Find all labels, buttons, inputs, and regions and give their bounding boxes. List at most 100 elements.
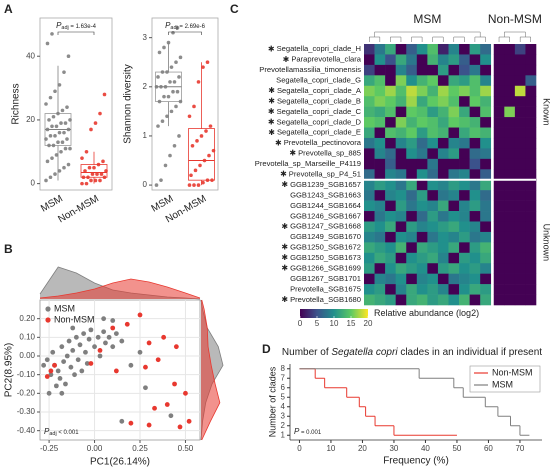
heatmap-cell [493, 179, 505, 191]
data-point [110, 325, 116, 331]
heatmap-cell [469, 190, 481, 201]
heatmap-cell [480, 44, 492, 55]
heatmap-cell [364, 106, 375, 118]
heatmap-cell [437, 85, 449, 97]
row-label: Prevotella_pectinovora [284, 138, 362, 147]
data-point [95, 334, 101, 340]
data-point [187, 114, 192, 119]
row-label: Prevotellamassilia_timonensis [259, 65, 361, 74]
data-point [198, 163, 202, 168]
heatmap-cell [406, 137, 418, 149]
p-symbol: P [44, 427, 50, 436]
heatmap-cell [459, 158, 470, 170]
heatmap-cell [469, 64, 481, 76]
heatmap-cell [459, 127, 470, 139]
heatmap-cell [364, 158, 375, 170]
heatmap-cell [416, 242, 428, 254]
chart-title: Number of Segatella copri clades in an i… [282, 347, 542, 358]
heatmap-cell [469, 221, 481, 233]
data-point [66, 127, 71, 132]
colorbar [300, 309, 368, 318]
data-point [162, 45, 166, 50]
data-point [48, 95, 53, 100]
heatmap-cell [493, 231, 505, 243]
data-point [57, 376, 63, 381]
heatmap-cell [406, 221, 418, 233]
heatmap-cell [385, 242, 396, 254]
row-label: GGB1266_SGB1699 [290, 263, 361, 272]
heatmap-cell [406, 127, 418, 139]
heatmap-cell [437, 127, 449, 139]
data-point [51, 114, 56, 119]
heatmap-cell [514, 106, 526, 118]
heatmap-cell [514, 44, 526, 55]
x-tick-label: 10 [326, 444, 335, 453]
heatmap-cell [427, 158, 439, 170]
heatmap-cell [395, 263, 407, 274]
heatmap-cell [480, 211, 492, 222]
heatmap-cell [525, 294, 537, 306]
panel-label: D [262, 342, 271, 356]
heatmap-cell [385, 179, 396, 191]
heatmap-cell [480, 221, 492, 233]
data-point [51, 143, 56, 148]
legend-label: MSM [492, 379, 513, 389]
heatmap-cell [469, 284, 481, 295]
heatmap-cell [427, 273, 439, 285]
heatmap-cell [514, 231, 526, 243]
heatmap-cell [427, 85, 439, 97]
heatmap-cell [459, 148, 470, 160]
dendrogram [432, 36, 444, 42]
dendrogram [519, 36, 531, 42]
heatmap-cell [448, 148, 460, 160]
data-point [53, 89, 57, 94]
heatmap-cell [448, 169, 460, 181]
heatmap-cell [395, 231, 407, 243]
data-point [62, 130, 66, 135]
y-tick-label: 4 [281, 402, 286, 411]
heatmap-cell [385, 158, 396, 170]
plot-frame [39, 17, 113, 191]
heatmap-cell [448, 242, 460, 254]
heatmap-cell [364, 148, 375, 160]
heatmap-cell [364, 117, 375, 128]
heatmap-cell [459, 44, 470, 55]
data-point [80, 156, 84, 160]
data-point [193, 168, 198, 173]
heatmap-cell [374, 284, 386, 295]
plot-frame [151, 17, 219, 191]
heatmap-cell [437, 221, 449, 233]
heatmap-cell [406, 158, 418, 170]
heatmap-cell [427, 96, 439, 107]
data-point [157, 99, 162, 104]
data-point [50, 124, 54, 129]
p-text: = 1.63e-4 [69, 24, 97, 30]
data-point [207, 153, 211, 158]
data-point [201, 180, 205, 185]
heatmap-cell [525, 231, 537, 243]
heatmap-cell [374, 169, 386, 181]
heatmap-cell [525, 263, 537, 274]
heatmap-cell [385, 106, 396, 118]
data-point [124, 321, 130, 327]
heatmap-cell [385, 263, 396, 274]
y-axis-label: Richness [11, 83, 22, 124]
heatmap-cell [480, 148, 492, 160]
heatmap-cell [459, 96, 470, 107]
dendrogram [498, 36, 510, 42]
data-point [177, 75, 181, 79]
x-tick-label: -0.25 [40, 444, 59, 453]
data-point [45, 159, 50, 164]
heatmap-cell [416, 137, 428, 149]
data-point [81, 175, 86, 180]
heatmap-cell [374, 106, 386, 118]
heatmap-cell [364, 273, 375, 285]
legend-label: Non-MSM [54, 314, 95, 324]
data-point [162, 94, 166, 99]
p-symbol: P [165, 21, 171, 30]
data-point [143, 364, 148, 370]
data-point [189, 173, 193, 178]
y-tick-label: 0.20 [19, 314, 35, 323]
heatmap-cell [504, 148, 516, 160]
data-point [168, 153, 172, 158]
